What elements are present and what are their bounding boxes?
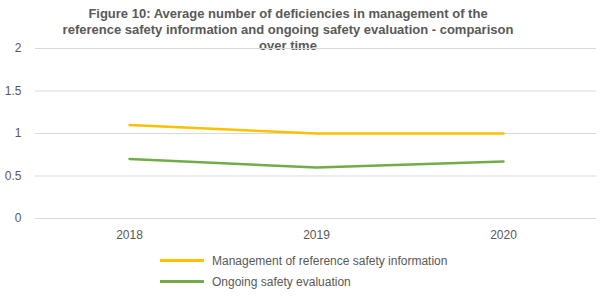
html-text:Ongoing safety evaluation: Ongoing safety evaluation	[212, 274, 351, 289]
svg-text:1: 1	[15, 126, 22, 140]
svg-text:0.5: 0.5	[5, 169, 22, 183]
svg-text:2: 2	[15, 42, 22, 55]
svg-text:2019: 2019	[303, 228, 330, 242]
svg-text:1.5: 1.5	[5, 84, 22, 98]
svg-text:2018: 2018	[116, 228, 143, 242]
svg-text:2020: 2020	[490, 228, 517, 242]
html-text:Figure 10: Average number of d: Figure 10: Average number of deficiencie…	[62, 6, 514, 53]
html-text:Management of reference safety: Management of reference safety informati…	[212, 253, 448, 268]
svg-text:0: 0	[15, 211, 22, 225]
